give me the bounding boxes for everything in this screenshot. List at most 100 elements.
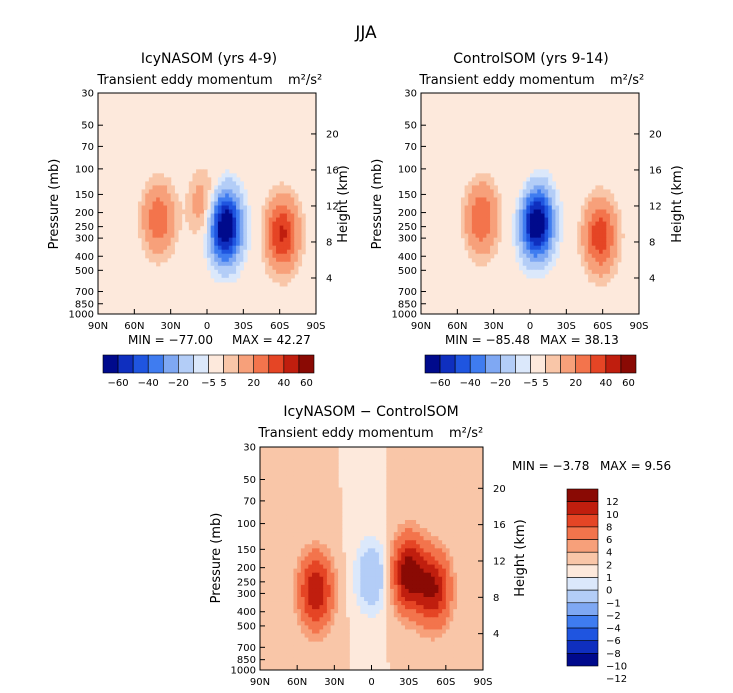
field-cell xyxy=(378,592,384,598)
field-cell xyxy=(423,649,428,655)
field-cell xyxy=(471,189,477,195)
field-cell xyxy=(360,572,365,578)
field-cell xyxy=(141,209,146,215)
max-label: MAX = 42.27 xyxy=(232,333,311,347)
field-cell xyxy=(479,597,483,602)
field-cell xyxy=(326,479,332,485)
field-cell xyxy=(141,213,146,219)
field-cell xyxy=(453,528,458,533)
field-cell xyxy=(263,625,269,631)
field-cell xyxy=(427,491,432,497)
field-cell xyxy=(152,217,157,223)
field-cell xyxy=(475,588,480,594)
field-cell xyxy=(221,249,226,255)
field-cell xyxy=(315,499,321,505)
field-cell xyxy=(371,544,376,549)
field-cell xyxy=(595,281,600,287)
field-cell xyxy=(471,588,477,594)
y2-tick-label: 4 xyxy=(493,629,499,640)
field-cell xyxy=(232,245,237,251)
field-cell xyxy=(423,491,428,497)
colorbar-box xyxy=(530,354,546,374)
field-cell xyxy=(468,193,473,199)
field-cell xyxy=(210,241,215,247)
field-cell xyxy=(260,471,265,476)
field-cell xyxy=(401,637,406,643)
field-cell xyxy=(319,584,324,590)
field-cell xyxy=(272,229,277,235)
field-cell xyxy=(263,609,269,614)
field-cell xyxy=(236,185,241,191)
field-cell xyxy=(419,625,425,631)
field-cell xyxy=(152,173,157,178)
field-cell xyxy=(401,629,406,635)
field-cell xyxy=(397,653,402,659)
field-cell xyxy=(323,519,328,525)
field-cell xyxy=(390,491,395,497)
field-cell xyxy=(438,649,443,655)
field-cell xyxy=(326,580,332,586)
field-cell xyxy=(423,605,428,610)
field-cell xyxy=(282,544,287,549)
field-cell xyxy=(427,637,432,643)
field-cell xyxy=(460,629,466,635)
field-cell xyxy=(456,447,462,452)
field-cell xyxy=(378,597,384,602)
field-cell xyxy=(486,173,491,178)
field-cell xyxy=(427,568,432,574)
field-cell xyxy=(338,487,343,493)
field-cell xyxy=(203,197,208,203)
field-cell xyxy=(419,503,425,509)
colorbar-box xyxy=(424,354,441,374)
field-cell xyxy=(588,225,593,231)
field-cell xyxy=(479,661,483,667)
field-cell xyxy=(449,455,454,460)
field-cell xyxy=(232,225,237,231)
field-cell xyxy=(263,491,269,497)
field-cell xyxy=(326,572,332,578)
field-cell xyxy=(304,588,309,594)
field-cell xyxy=(530,181,535,187)
field-cell xyxy=(464,544,469,549)
field-cell xyxy=(286,572,291,578)
field-cell xyxy=(442,552,447,558)
field-cell xyxy=(271,597,276,602)
field-cell xyxy=(479,592,483,598)
field-cell xyxy=(412,580,417,586)
field-cell xyxy=(276,257,281,263)
field-cell xyxy=(397,665,402,670)
field-cell xyxy=(482,209,487,215)
field-cell xyxy=(286,597,291,602)
field-cell xyxy=(232,233,237,239)
field-cell xyxy=(393,625,399,631)
field-cell xyxy=(386,584,391,590)
field-cell xyxy=(445,463,451,468)
y-tick-label: 250 xyxy=(237,577,256,588)
field-cell xyxy=(408,475,413,481)
field-cell xyxy=(530,217,535,223)
field-cell xyxy=(274,657,280,663)
field-cell xyxy=(456,463,462,468)
field-cell xyxy=(412,661,417,667)
field-cell xyxy=(471,511,477,517)
field-cell xyxy=(401,661,406,667)
field-cell xyxy=(290,229,295,235)
field-cell xyxy=(430,617,436,622)
field-cell xyxy=(460,641,466,647)
field-cell xyxy=(468,471,473,476)
field-cell xyxy=(279,181,284,187)
y-tick-label: 700 xyxy=(398,287,417,298)
field-cell xyxy=(460,617,466,622)
field-cell xyxy=(181,209,186,215)
field-cell xyxy=(595,185,600,191)
field-cell xyxy=(312,532,317,537)
field-cell xyxy=(445,613,451,618)
field-cell xyxy=(267,633,272,639)
field-cell xyxy=(225,225,230,231)
field-cell xyxy=(323,637,328,643)
field-cell xyxy=(445,479,451,485)
field-cell xyxy=(430,540,436,545)
field-cell xyxy=(290,213,295,219)
field-cell xyxy=(326,532,332,537)
field-cell xyxy=(588,217,593,223)
